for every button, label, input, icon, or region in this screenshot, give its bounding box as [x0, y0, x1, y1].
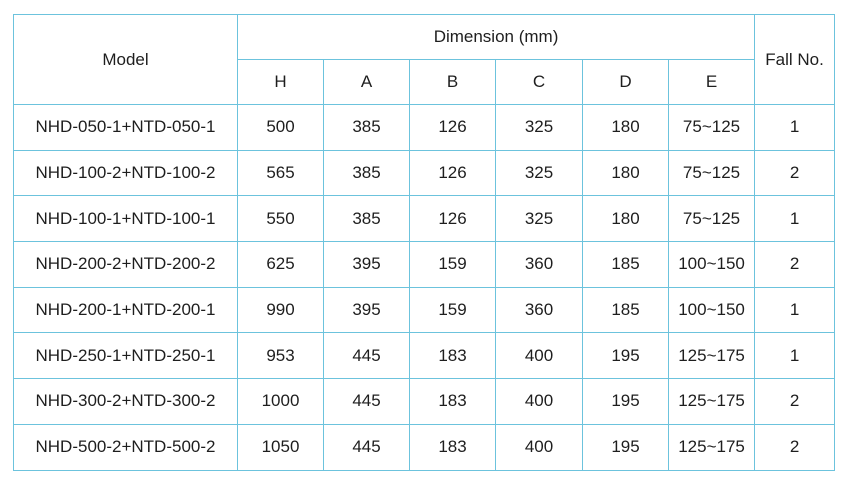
dimension-header: Dimension (mm)	[236, 14, 756, 60]
value-cell: 400	[495, 423, 583, 471]
value-cell: 100~150	[667, 241, 756, 288]
value-cell: 385	[323, 195, 410, 243]
value-cell: 325	[495, 149, 583, 197]
value-cell: 75~125	[667, 195, 756, 243]
model-cell: NHD-200-2+NTD-200-2	[13, 241, 238, 288]
value-cell: 445	[323, 423, 410, 471]
value-cell: 75~125	[667, 149, 756, 197]
value-cell: 500	[237, 104, 324, 151]
value-cell: 550	[237, 195, 324, 243]
column-header: D	[582, 59, 669, 105]
value-cell: 180	[582, 195, 669, 243]
value-cell: 180	[582, 104, 669, 151]
model-cell: NHD-200-1+NTD-200-1	[13, 286, 238, 334]
value-cell: 75~125	[667, 104, 756, 151]
table-row: NHD-500-2+NTD-500-2 1050 445 183 400 195 125~1…	[13, 423, 836, 471]
table-row: NHD-200-2+NTD-200-2 625 395 159 360 185 100~15…	[13, 241, 836, 288]
value-cell: 1000	[237, 378, 324, 425]
table-row: NHD-050-1+NTD-050-1 500 385 126 325 180 75~125…	[13, 104, 836, 151]
model-cell: NHD-250-1+NTD-250-1	[13, 332, 238, 380]
value-cell: 195	[582, 332, 669, 380]
value-cell: 2	[754, 423, 836, 471]
value-cell: 159	[409, 241, 496, 288]
value-cell: 185	[582, 241, 669, 288]
value-cell: 990	[237, 286, 324, 334]
value-cell: 360	[495, 286, 583, 334]
value-cell: 445	[323, 378, 410, 425]
value-cell: 395	[323, 286, 410, 334]
value-cell: 360	[495, 241, 583, 288]
value-cell: 1	[754, 332, 836, 380]
model-cell: NHD-100-1+NTD-100-1	[13, 195, 238, 243]
value-cell: 1050	[237, 423, 324, 471]
table-row: NHD-250-1+NTD-250-1 953 445 183 400 195 125~17…	[13, 332, 836, 380]
value-cell: 2	[754, 149, 836, 197]
value-cell: 183	[409, 378, 496, 425]
value-cell: 2	[754, 241, 836, 288]
value-cell: 385	[323, 104, 410, 151]
value-cell: 183	[409, 423, 496, 471]
column-header: B	[409, 59, 496, 105]
value-cell: 400	[495, 378, 583, 425]
value-cell: 125~175	[667, 423, 756, 471]
table-row: NHD-100-1+NTD-100-1 550 385 126 325 180 75~125…	[13, 195, 836, 243]
value-cell: 1	[754, 104, 836, 151]
model-cell: NHD-500-2+NTD-500-2	[13, 423, 238, 471]
value-cell: 565	[237, 149, 324, 197]
value-cell: 159	[409, 286, 496, 334]
column-header: E	[667, 59, 756, 105]
model-cell: NHD-300-2+NTD-300-2	[13, 378, 238, 425]
value-cell: 125~175	[667, 378, 756, 425]
value-cell: 325	[495, 104, 583, 151]
value-cell: 125~175	[667, 332, 756, 380]
value-cell: 625	[237, 241, 324, 288]
value-cell: 385	[323, 149, 410, 197]
value-cell: 195	[582, 378, 669, 425]
column-header: H	[237, 59, 324, 105]
value-cell: 126	[409, 149, 496, 197]
table-body: NHD-050-1+NTD-050-1 500 385 126 325 180 75~125…	[13, 104, 836, 471]
value-cell: 325	[495, 195, 583, 243]
model-cell: NHD-050-1+NTD-050-1	[13, 104, 238, 151]
value-cell: 126	[409, 104, 496, 151]
model-header: Model	[13, 14, 238, 105]
table-row: NHD-100-2+NTD-100-2 565 385 126 325 180 75~125…	[13, 149, 836, 197]
table-row: NHD-200-1+NTD-200-1 990 395 159 360 185 100~15…	[13, 286, 836, 334]
value-cell: 2	[754, 378, 836, 425]
model-cell: NHD-100-2+NTD-100-2	[13, 149, 238, 197]
column-header: A	[323, 59, 410, 105]
value-cell: 126	[409, 195, 496, 243]
value-cell: 183	[409, 332, 496, 380]
value-cell: 1	[754, 286, 836, 334]
value-cell: 185	[582, 286, 669, 334]
column-header: C	[495, 59, 583, 105]
value-cell: 180	[582, 149, 669, 197]
table-row: NHD-300-2+NTD-300-2 1000 445 183 400 195 125~1…	[13, 378, 836, 425]
value-cell: 445	[323, 332, 410, 380]
fall-header: Fall No.	[754, 14, 836, 105]
value-cell: 1	[754, 195, 836, 243]
value-cell: 953	[237, 332, 324, 380]
value-cell: 400	[495, 332, 583, 380]
value-cell: 100~150	[667, 286, 756, 334]
value-cell: 195	[582, 423, 669, 471]
value-cell: 395	[323, 241, 410, 288]
